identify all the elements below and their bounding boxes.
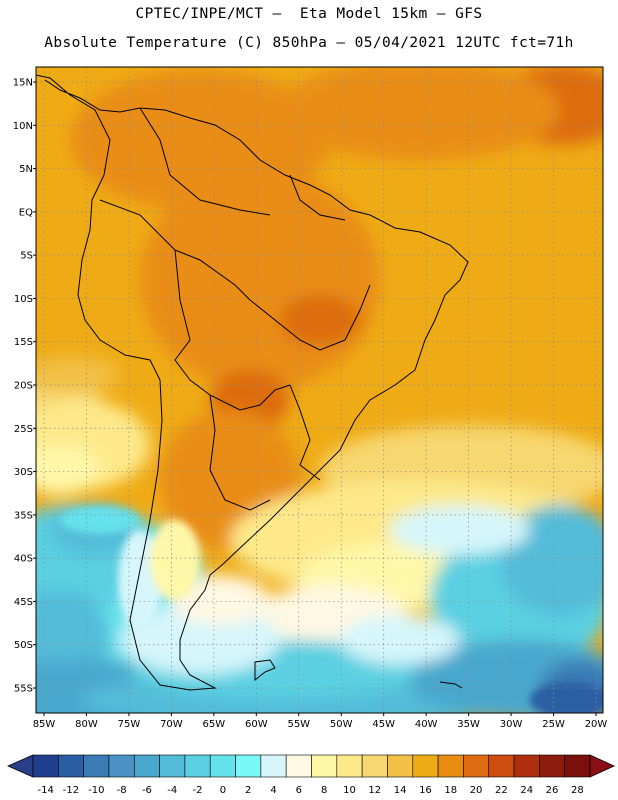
lat-label: 10S bbox=[14, 294, 33, 305]
lon-label: 80W bbox=[75, 719, 98, 730]
lat-label: 55S bbox=[14, 684, 33, 695]
colorbar-label: 8 bbox=[321, 785, 327, 796]
lon-label: 20W bbox=[585, 719, 608, 730]
colorbar-label: 12 bbox=[368, 785, 381, 796]
colorbar-swatch bbox=[108, 754, 135, 778]
colorbar-swatch bbox=[235, 754, 262, 778]
coastlines bbox=[35, 74, 469, 691]
colorbar-max-arrow bbox=[589, 754, 615, 778]
colorbar-swatch bbox=[209, 754, 236, 778]
colorbar-label: 16 bbox=[419, 785, 432, 796]
longitude-labels: 85W 80W 75W 70W 65W 60W 55W 50W 45W 40W 35W 30W 25W 2… bbox=[33, 713, 608, 730]
map-title-line2: Absolute Temperature (C) 850hPa – 05/04/… bbox=[44, 35, 574, 51]
colorbar-swatch bbox=[336, 754, 363, 778]
colorbar-swatch bbox=[412, 754, 439, 778]
colorbar-swatch bbox=[488, 754, 515, 778]
lon-label: 85W bbox=[33, 719, 56, 730]
map-title-line1: CPTEC/INPE/MCT – Eta Model 15km – GFS bbox=[135, 6, 483, 22]
colorbar-label: 10 bbox=[343, 785, 356, 796]
colorbar-swatch bbox=[539, 754, 565, 778]
lon-label: 35W bbox=[457, 719, 480, 730]
colorbar-label: -12 bbox=[63, 785, 79, 796]
colorbar-label: -10 bbox=[88, 785, 104, 796]
colorbar-min-arrow bbox=[7, 754, 34, 778]
colorbar-label: 14 bbox=[394, 785, 407, 796]
colorbar-swatch bbox=[564, 754, 591, 778]
lat-label: 30S bbox=[14, 467, 33, 478]
colorbar-swatch bbox=[133, 754, 160, 778]
colorbar-label: -8 bbox=[117, 785, 127, 796]
lon-label: 50W bbox=[330, 719, 353, 730]
colorbar-label: 2 bbox=[245, 785, 251, 796]
colorbar bbox=[7, 754, 615, 778]
lon-label: 75W bbox=[118, 719, 141, 730]
lon-label: 45W bbox=[372, 719, 395, 730]
colorbar-swatch bbox=[387, 754, 414, 778]
colorbar-labels: -14 -12 -10 -8 -6 -4 -2 0 2 4 6 8 10 12 14 16 18 20 22 24 26… bbox=[37, 785, 583, 796]
colorbar-swatch bbox=[513, 754, 540, 778]
lon-label: 65W bbox=[203, 719, 226, 730]
lat-label: 25S bbox=[14, 424, 33, 435]
colorbar-swatch bbox=[32, 754, 59, 778]
colorbar-label: -4 bbox=[167, 785, 177, 796]
colorbar-swatch bbox=[285, 754, 312, 778]
lon-label: 60W bbox=[245, 719, 268, 730]
colorbar-label: 22 bbox=[495, 785, 508, 796]
lat-label: 10N bbox=[13, 121, 33, 132]
colorbar-swatch bbox=[159, 754, 186, 778]
lat-label: 5S bbox=[20, 251, 33, 262]
lat-label: EQ bbox=[19, 207, 33, 218]
colorbar-swatch bbox=[437, 754, 464, 778]
map-frame bbox=[35, 66, 604, 714]
colorbar-swatch bbox=[463, 754, 490, 778]
colorbar-label: 6 bbox=[296, 785, 302, 796]
temperature-field bbox=[36, 67, 603, 713]
colorbar-swatch bbox=[58, 754, 84, 778]
lon-label: 55W bbox=[287, 719, 310, 730]
lat-label: 5N bbox=[19, 164, 33, 175]
colorbar-swatch bbox=[260, 754, 287, 778]
colorbar-label: 28 bbox=[571, 785, 584, 796]
colorbar-label: 18 bbox=[444, 785, 457, 796]
lon-label: 30W bbox=[500, 719, 523, 730]
lat-label: 45S bbox=[14, 597, 33, 608]
colorbar-swatch bbox=[311, 754, 338, 778]
lat-lon-grid bbox=[36, 67, 603, 713]
colorbar-label: 4 bbox=[270, 785, 276, 796]
latitude-labels: 15N 10N 5N EQ 5S 10S 15S 20S 25S 30S 35S 40S 45S 50S 5… bbox=[13, 78, 36, 695]
lat-label: 15N bbox=[13, 78, 33, 89]
colorbar-label: -2 bbox=[193, 785, 203, 796]
lon-label: 70W bbox=[160, 719, 183, 730]
lat-label: 50S bbox=[14, 640, 33, 651]
colorbar-label: 20 bbox=[470, 785, 483, 796]
lat-label: 15S bbox=[14, 337, 33, 348]
lon-label: 25W bbox=[542, 719, 565, 730]
lon-label: 40W bbox=[415, 719, 438, 730]
lat-label: 40S bbox=[14, 554, 33, 565]
lat-label: 35S bbox=[14, 510, 33, 521]
colorbar-label: 24 bbox=[520, 785, 533, 796]
colorbar-label: 26 bbox=[546, 785, 559, 796]
colorbar-label: 0 bbox=[220, 785, 226, 796]
colorbar-swatch bbox=[83, 754, 110, 778]
colorbar-label: -14 bbox=[37, 785, 53, 796]
colorbar-swatch bbox=[184, 754, 211, 778]
colorbar-label: -6 bbox=[142, 785, 152, 796]
lat-label: 20S bbox=[14, 381, 33, 392]
colorbar-swatch bbox=[361, 754, 388, 778]
